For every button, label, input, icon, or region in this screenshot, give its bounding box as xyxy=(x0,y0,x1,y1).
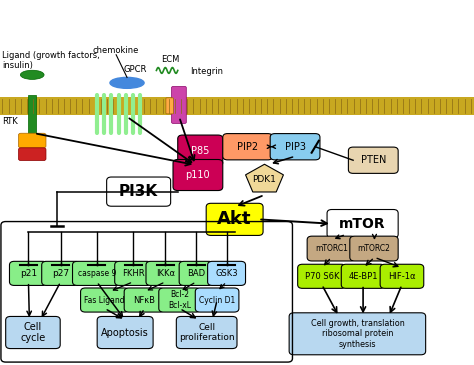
FancyBboxPatch shape xyxy=(178,135,223,166)
Text: caspase 9: caspase 9 xyxy=(78,269,116,278)
FancyBboxPatch shape xyxy=(380,264,424,288)
Ellipse shape xyxy=(20,70,44,79)
FancyBboxPatch shape xyxy=(6,316,60,349)
Text: Cell growth, translation
ribosomal protein
synthesis: Cell growth, translation ribosomal prote… xyxy=(310,319,404,349)
Text: RTK: RTK xyxy=(2,117,18,126)
Text: PI3K: PI3K xyxy=(119,184,158,199)
FancyBboxPatch shape xyxy=(327,210,398,238)
FancyBboxPatch shape xyxy=(348,147,398,173)
Text: p21: p21 xyxy=(20,269,37,278)
Text: mTORC1: mTORC1 xyxy=(315,244,348,253)
Text: P85: P85 xyxy=(191,146,210,155)
Text: PDK1: PDK1 xyxy=(253,175,276,184)
FancyBboxPatch shape xyxy=(9,261,47,285)
FancyBboxPatch shape xyxy=(73,261,121,285)
Text: HIF-1α: HIF-1α xyxy=(388,272,416,281)
FancyBboxPatch shape xyxy=(18,133,46,148)
Text: p27: p27 xyxy=(52,269,69,278)
FancyBboxPatch shape xyxy=(341,264,385,288)
FancyBboxPatch shape xyxy=(159,288,201,312)
FancyBboxPatch shape xyxy=(18,148,46,161)
Text: p110: p110 xyxy=(186,170,210,180)
Text: Apoptosis: Apoptosis xyxy=(101,327,149,338)
Text: PTEN: PTEN xyxy=(361,155,386,165)
FancyBboxPatch shape xyxy=(146,261,185,285)
FancyBboxPatch shape xyxy=(307,236,356,261)
Text: PIP2: PIP2 xyxy=(237,142,258,152)
Text: P70 S6K: P70 S6K xyxy=(305,272,339,281)
Text: PIP3: PIP3 xyxy=(284,142,306,152)
FancyBboxPatch shape xyxy=(97,316,153,349)
FancyBboxPatch shape xyxy=(107,177,171,206)
FancyBboxPatch shape xyxy=(208,261,246,285)
Text: Akt: Akt xyxy=(218,210,252,228)
Bar xyxy=(28,95,36,137)
Text: Ligand (growth factors,
insulin): Ligand (growth factors, insulin) xyxy=(2,51,100,70)
FancyBboxPatch shape xyxy=(166,98,173,114)
Ellipse shape xyxy=(110,77,144,88)
FancyBboxPatch shape xyxy=(206,203,263,235)
Bar xyxy=(0,97,474,115)
FancyBboxPatch shape xyxy=(124,288,164,312)
Text: 4E-BP1: 4E-BP1 xyxy=(348,272,378,281)
Text: FKHR: FKHR xyxy=(122,269,145,278)
FancyBboxPatch shape xyxy=(298,264,346,288)
FancyBboxPatch shape xyxy=(115,261,152,285)
FancyBboxPatch shape xyxy=(223,134,273,160)
Text: GSK3: GSK3 xyxy=(215,269,238,278)
Text: Fas Ligand: Fas Ligand xyxy=(84,296,125,304)
Text: NFκB: NFκB xyxy=(133,296,155,304)
FancyBboxPatch shape xyxy=(270,134,320,160)
FancyBboxPatch shape xyxy=(350,236,398,261)
Text: mTOR: mTOR xyxy=(339,217,386,231)
FancyBboxPatch shape xyxy=(289,313,426,355)
Text: BAD: BAD xyxy=(187,269,205,278)
FancyBboxPatch shape xyxy=(81,288,129,312)
Text: Integrin: Integrin xyxy=(191,67,224,76)
FancyBboxPatch shape xyxy=(179,261,213,285)
FancyBboxPatch shape xyxy=(172,87,186,123)
Text: IKKα: IKKα xyxy=(156,269,175,278)
Text: Cell
cycle: Cell cycle xyxy=(20,322,46,343)
FancyBboxPatch shape xyxy=(173,160,223,191)
FancyBboxPatch shape xyxy=(176,316,237,349)
Text: ECM: ECM xyxy=(162,55,180,64)
Text: mTORC2: mTORC2 xyxy=(357,244,391,253)
Text: chemokine: chemokine xyxy=(93,46,139,55)
Polygon shape xyxy=(246,164,283,192)
FancyBboxPatch shape xyxy=(195,288,239,312)
Text: Cell
proliferation: Cell proliferation xyxy=(179,323,235,342)
Text: Cyclin D1: Cyclin D1 xyxy=(199,296,235,304)
FancyBboxPatch shape xyxy=(42,261,80,285)
Text: GPCR: GPCR xyxy=(123,65,147,74)
Text: Bcl-2
Bcl-xL: Bcl-2 Bcl-xL xyxy=(168,290,191,310)
